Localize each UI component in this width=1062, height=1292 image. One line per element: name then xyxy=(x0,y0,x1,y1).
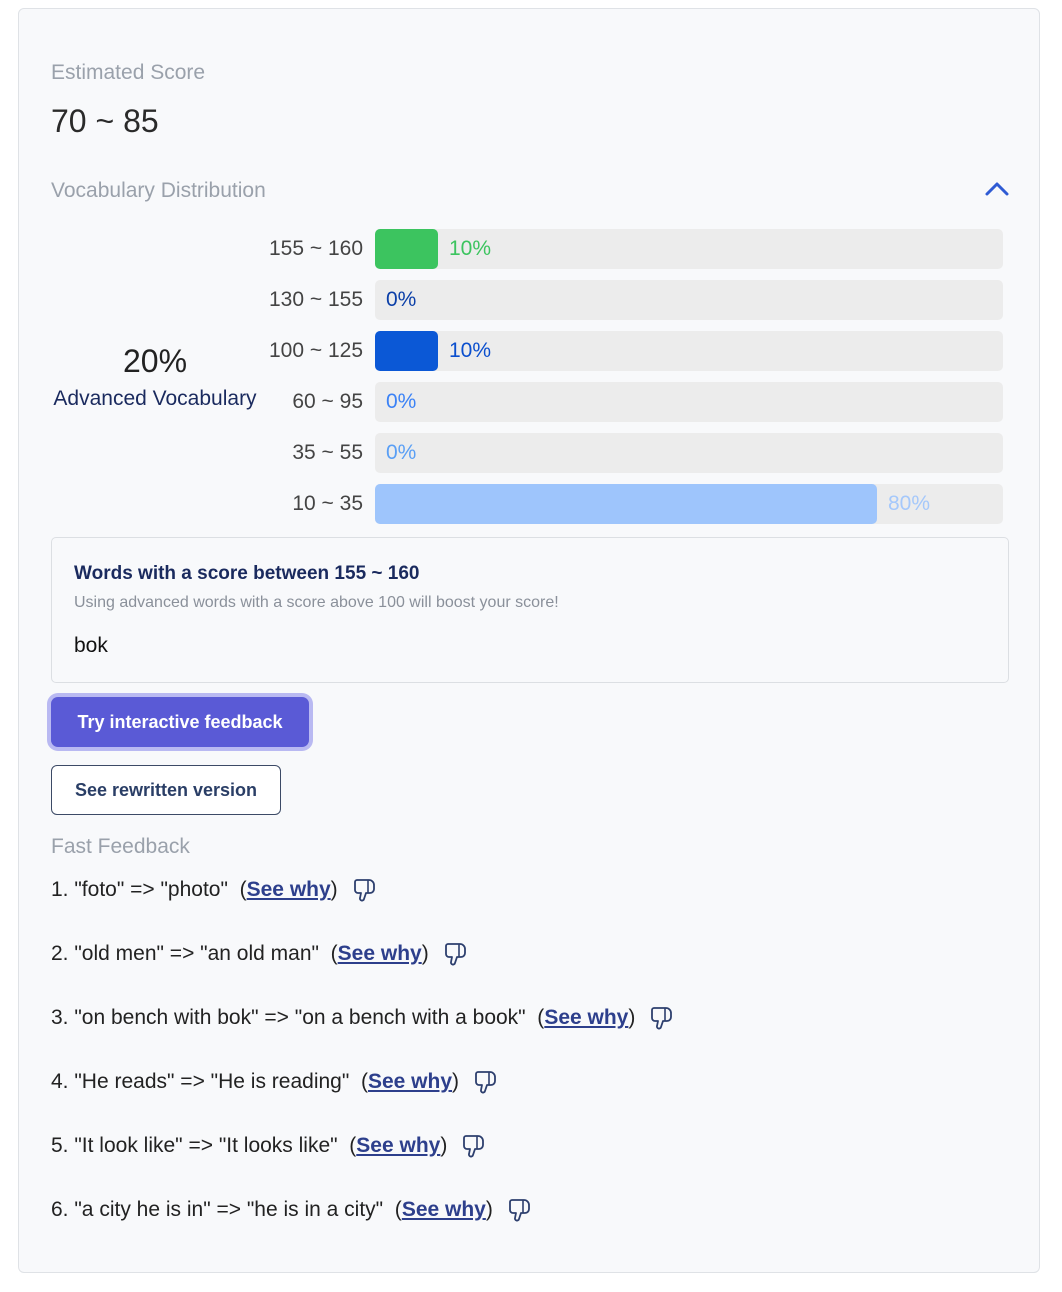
chevron-up-icon xyxy=(985,182,1009,196)
bar-range-label: 10 ~ 35 xyxy=(292,492,363,515)
thumbs-down-icon[interactable] xyxy=(352,877,378,903)
see-why-link[interactable]: See why xyxy=(544,1006,629,1029)
bar-range-label: 35 ~ 55 xyxy=(292,441,363,464)
paren-close: ) xyxy=(452,1070,460,1093)
bar-track: 0% xyxy=(375,433,1003,473)
bar-percent-label: 0% xyxy=(386,441,417,464)
feedback-item: 5. "It look like" => "It looks like" (Se… xyxy=(51,1133,487,1159)
bar-fill xyxy=(375,484,877,524)
see-why-link[interactable]: See why xyxy=(401,1198,486,1221)
bar-fill xyxy=(375,331,438,371)
paren-open: ( xyxy=(318,942,338,965)
bar-range-label: 100 ~ 125 xyxy=(268,339,363,362)
thumbs-down-icon[interactable] xyxy=(649,1005,675,1031)
paren-close: ) xyxy=(440,1134,448,1157)
advanced-vocabulary-percent: 20% xyxy=(122,343,188,379)
try-interactive-feedback-button[interactable]: Try interactive feedback xyxy=(51,697,309,747)
paren-open: ( xyxy=(349,1070,368,1093)
bar-percent-label: 80% xyxy=(888,492,931,515)
feedback-item: 1. "foto" => "photo" (See why) xyxy=(51,877,378,903)
bar-fill xyxy=(375,229,438,269)
see-why-link[interactable]: See why xyxy=(356,1134,441,1157)
estimated-score-label: Estimated Score xyxy=(51,61,206,84)
feedback-item: 6. "a city he is in" => "he is in a city… xyxy=(51,1197,533,1223)
bar-percent-label: 0% xyxy=(386,288,417,311)
paren-close: ) xyxy=(485,1198,493,1221)
paren-close: ) xyxy=(628,1006,636,1029)
bar-percent-label: 10% xyxy=(449,339,492,362)
bar-range-label: 155 ~ 160 xyxy=(268,237,363,260)
feedback-correction-text: 1. "foto" => "photo" xyxy=(51,878,228,901)
feedback-correction-text: 4. "He reads" => "He is reading" xyxy=(51,1070,350,1093)
paren-close: ) xyxy=(330,878,338,901)
bar-range-label: 130 ~ 155 xyxy=(268,288,363,311)
paren-open: ( xyxy=(227,878,247,901)
thumbs-down-icon[interactable] xyxy=(473,1069,499,1095)
bar-percent-label: 10% xyxy=(449,237,492,260)
estimated-score-value: 70 ~ 85 xyxy=(51,103,159,139)
bar-track: 0% xyxy=(375,280,1003,320)
result-card: Estimated Score 70 ~ 85 Vocabulary Distr… xyxy=(18,8,1040,1273)
advanced-vocabulary-label: Advanced Vocabulary xyxy=(53,387,257,410)
vocabulary-distribution-label: Vocabulary Distribution xyxy=(51,179,266,202)
collapse-toggle[interactable] xyxy=(984,179,1010,204)
words-box-subtitle: Using advanced words with a score above … xyxy=(74,594,559,611)
thumbs-down-icon[interactable] xyxy=(443,941,469,967)
feedback-correction-text: 3. "on bench with bok" => "on a bench wi… xyxy=(51,1006,526,1029)
paren-open: ( xyxy=(383,1198,402,1221)
bar-track: 10% xyxy=(375,229,1003,269)
thumbs-down-icon[interactable] xyxy=(507,1197,533,1223)
thumbs-down-icon[interactable] xyxy=(461,1133,487,1159)
see-why-link[interactable]: See why xyxy=(246,878,331,901)
bar-percent-label: 0% xyxy=(386,390,417,413)
bar-track: 10% xyxy=(375,331,1003,371)
paren-open: ( xyxy=(337,1134,357,1157)
fast-feedback-label: Fast Feedback xyxy=(51,835,190,858)
feedback-correction-text: 2. "old men" => "an old man" xyxy=(51,942,319,965)
words-box-title: Words with a score between 155 ~ 160 xyxy=(74,563,420,584)
bar-track: 0% xyxy=(375,382,1003,422)
feedback-item: 3. "on bench with bok" => "on a bench wi… xyxy=(51,1005,675,1031)
feedback-correction-text: 5. "It look like" => "It looks like" xyxy=(51,1134,338,1157)
feedback-correction-text: 6. "a city he is in" => "he is in a city… xyxy=(51,1198,384,1221)
see-why-link[interactable]: See why xyxy=(337,942,422,965)
see-rewritten-version-button[interactable]: See rewritten version xyxy=(51,765,281,815)
words-info-box: Words with a score between 155 ~ 160 Usi… xyxy=(51,537,1009,683)
bar-track: 80% xyxy=(375,484,1003,524)
feedback-item: 4. "He reads" => "He is reading" (See wh… xyxy=(51,1069,499,1095)
bar-range-label: 60 ~ 95 xyxy=(292,390,363,413)
feedback-item: 2. "old men" => "an old man" (See why) xyxy=(51,941,469,967)
paren-close: ) xyxy=(421,942,429,965)
see-why-link[interactable]: See why xyxy=(367,1070,453,1093)
paren-open: ( xyxy=(525,1006,545,1029)
words-box-word-list: bok xyxy=(74,634,108,657)
